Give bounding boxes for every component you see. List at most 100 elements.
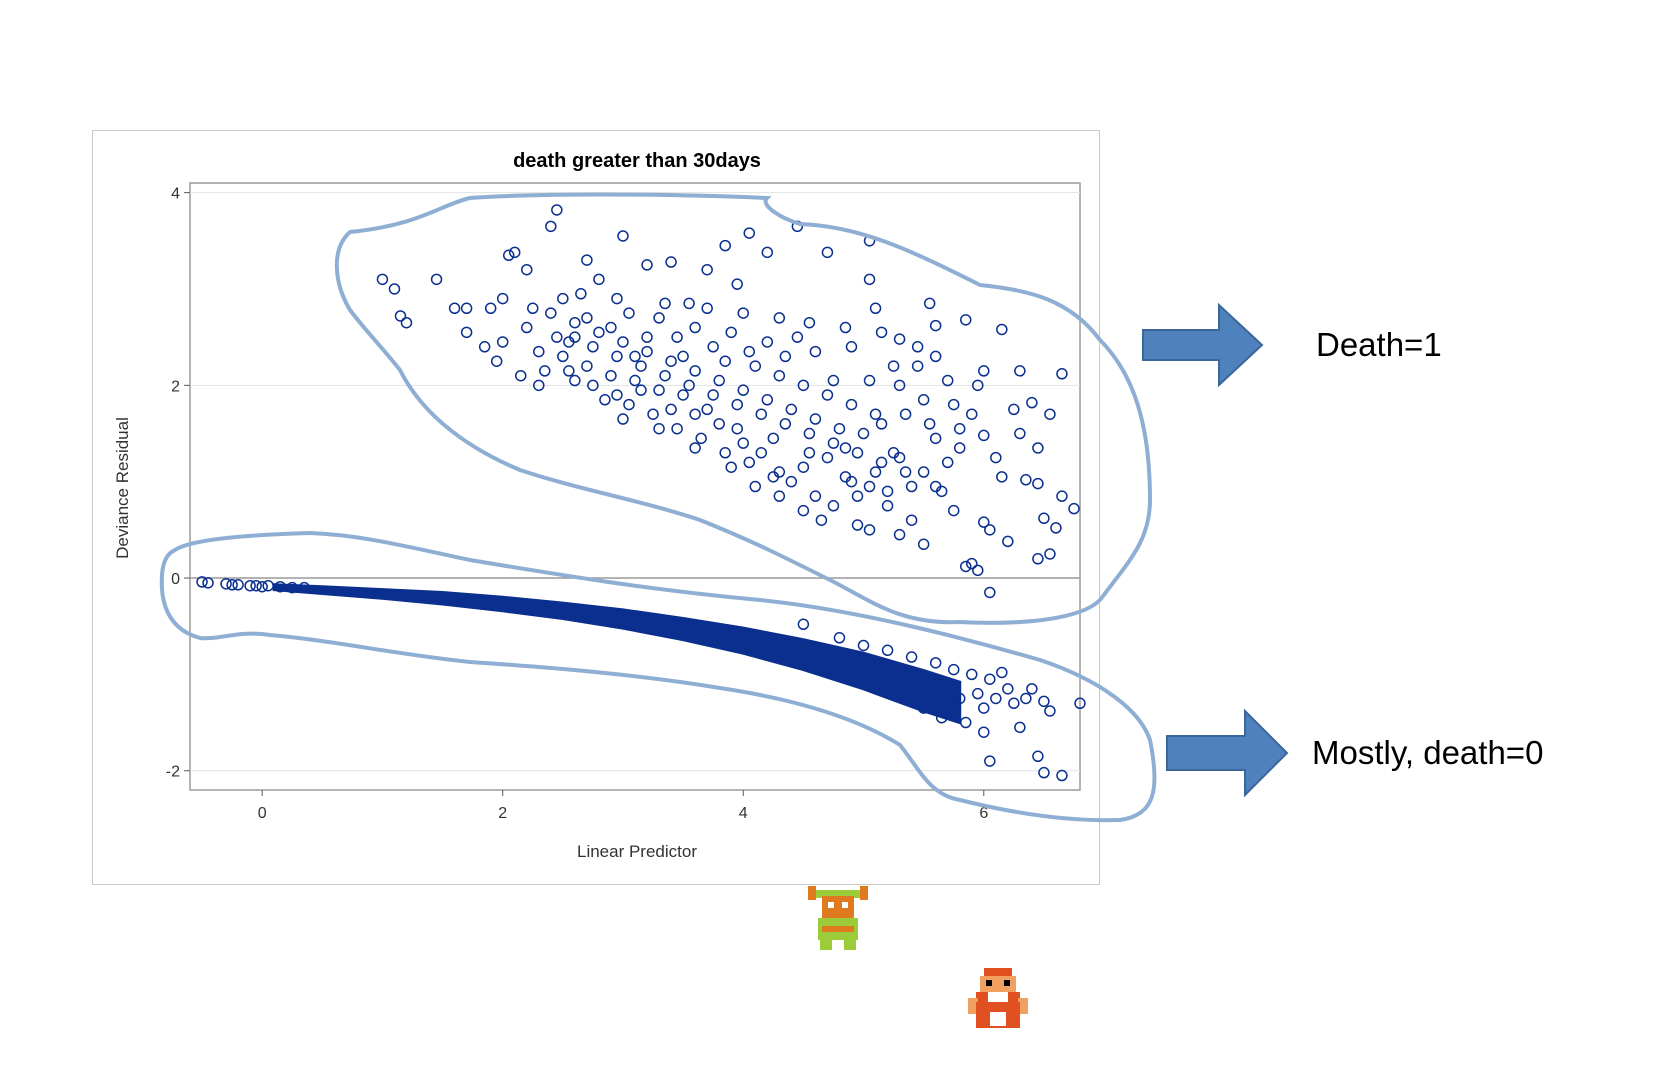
- data-point: [767, 471, 780, 483]
- data-point: [935, 711, 948, 724]
- data-point: [785, 475, 798, 488]
- data-point: [779, 418, 792, 430]
- data-point: [286, 581, 298, 594]
- data-point: [659, 297, 671, 310]
- data-point: [966, 668, 978, 681]
- data-point: [1044, 705, 1056, 717]
- data-point: [827, 500, 840, 512]
- lower-band-outline: [159, 530, 1157, 823]
- data-point: [1044, 548, 1056, 560]
- data-point: [1020, 692, 1032, 705]
- data-point: [929, 350, 942, 363]
- data-point: [1032, 477, 1044, 490]
- data-point: [941, 456, 954, 469]
- data-point: [298, 581, 311, 594]
- data-point: [923, 418, 936, 430]
- y-tick-label: -2: [166, 764, 180, 781]
- data-point: [863, 374, 876, 387]
- data-point: [731, 398, 743, 411]
- data-point: [821, 246, 834, 259]
- data-point: [521, 263, 533, 276]
- data-point: [978, 365, 990, 377]
- data-point: [851, 490, 864, 502]
- data-point: [719, 447, 731, 459]
- data-point: [978, 429, 990, 442]
- data-point: [1050, 522, 1062, 534]
- data-point: [1032, 553, 1044, 565]
- data-point: [857, 639, 870, 652]
- data-point: [972, 687, 984, 700]
- data-point: [1014, 365, 1026, 377]
- data-point: [773, 312, 786, 324]
- data-point: [581, 254, 593, 266]
- data-point: [1002, 683, 1014, 695]
- data-point: [749, 360, 762, 372]
- upper-cluster-outline: [334, 192, 1153, 625]
- data-point: [869, 408, 882, 420]
- data-point: [905, 514, 918, 526]
- data-point: [539, 365, 551, 377]
- data-point: [731, 278, 743, 290]
- data-point: [629, 374, 641, 387]
- old-man-sprite-icon: [968, 968, 1028, 1028]
- data-point: [953, 422, 966, 435]
- hero-sprite-icon: [808, 886, 868, 950]
- data-point: [887, 360, 900, 372]
- data-point: [917, 466, 930, 478]
- death-1-label: Death=1: [1316, 326, 1442, 363]
- data-point: [984, 524, 996, 536]
- data-point: [1002, 535, 1014, 548]
- data-point: [743, 227, 756, 239]
- data-point: [761, 336, 774, 348]
- data-point: [875, 456, 888, 469]
- data-point: [533, 379, 545, 392]
- data-point: [617, 336, 629, 348]
- data-point: [881, 644, 894, 657]
- data-point: [923, 297, 936, 310]
- data-point: [917, 538, 930, 551]
- data-point: [581, 312, 593, 324]
- data-point: [929, 432, 942, 445]
- data-point: [875, 326, 888, 339]
- data-point: [689, 321, 701, 334]
- data-point: [701, 263, 713, 276]
- data-point: [929, 678, 942, 690]
- data-point: [611, 292, 623, 305]
- data-point: [821, 451, 834, 464]
- data-point: [947, 663, 960, 676]
- data-point: [514, 369, 527, 382]
- data-point: [707, 389, 719, 401]
- y-tick-label: 2: [171, 378, 180, 395]
- data-point: [953, 692, 966, 705]
- data-point: [827, 437, 840, 449]
- data-point: [947, 398, 960, 411]
- data-point: [713, 374, 725, 387]
- data-point: [839, 321, 852, 334]
- data-point: [1038, 512, 1050, 525]
- data-point: [941, 374, 954, 387]
- data-point: [665, 355, 677, 367]
- data-point: [226, 579, 238, 591]
- data-point: [448, 302, 461, 315]
- data-point: [641, 259, 653, 271]
- data-point: [599, 394, 611, 406]
- data-point: [478, 341, 491, 353]
- data-point: [575, 288, 587, 300]
- data-point: [978, 702, 990, 714]
- data-point: [502, 249, 515, 262]
- data-point: [1038, 766, 1050, 779]
- data-point: [845, 663, 858, 676]
- data-point: [1026, 683, 1038, 695]
- data-point: [959, 314, 972, 326]
- data-point: [821, 389, 834, 401]
- data-point: [689, 408, 701, 420]
- data-point: [899, 466, 912, 478]
- data-point: [917, 702, 930, 714]
- data-point: [689, 442, 701, 454]
- data-point: [797, 379, 810, 392]
- data-point: [791, 331, 804, 343]
- data-point: [1068, 502, 1080, 515]
- data-point: [773, 490, 786, 502]
- data-point: [376, 273, 389, 286]
